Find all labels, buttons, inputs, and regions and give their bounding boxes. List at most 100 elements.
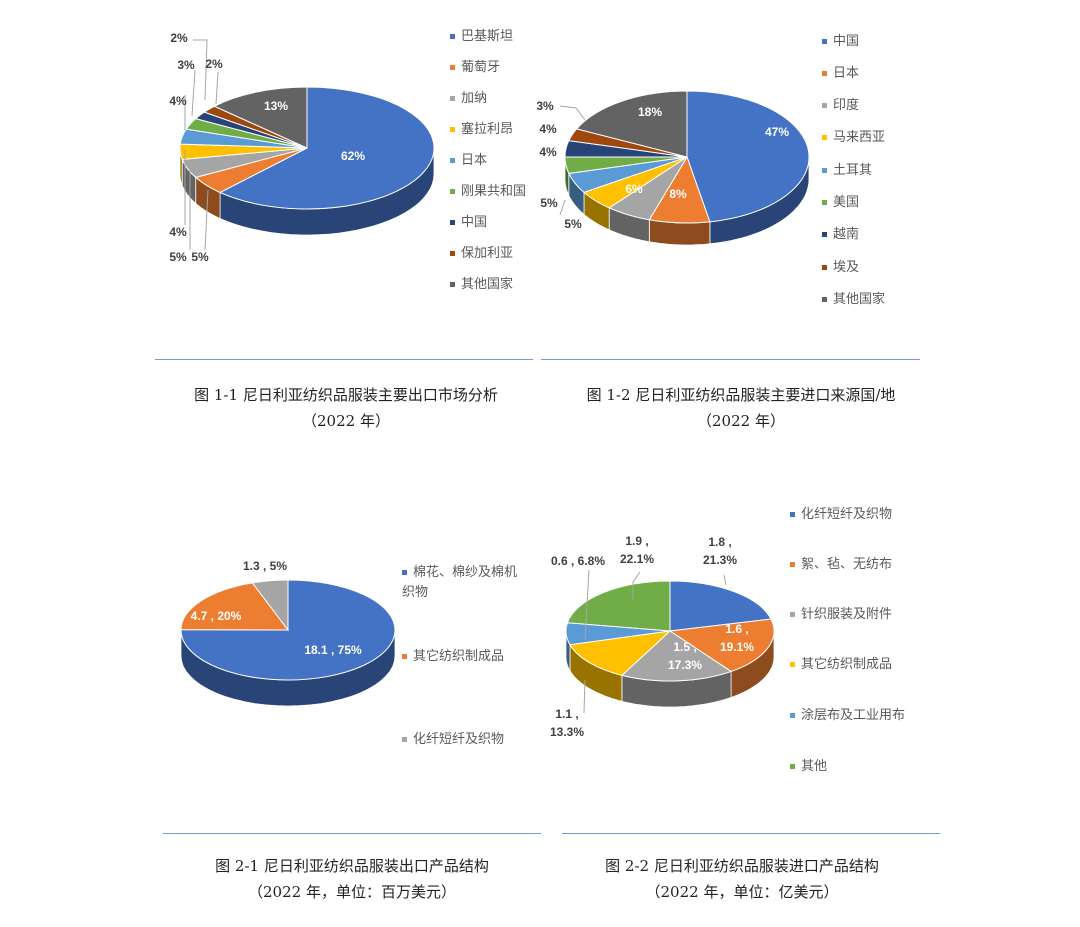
legend-swatch-icon xyxy=(450,96,455,101)
legend-label: 印度 xyxy=(833,98,860,113)
legend-swatch-icon xyxy=(450,127,455,132)
legend-swatch-icon xyxy=(450,282,455,287)
data-label: 5% xyxy=(540,196,558,210)
data-label: 0.6 , 6.8% xyxy=(551,554,605,568)
legend-swatch-icon xyxy=(450,251,455,256)
leader-line xyxy=(215,71,219,105)
caption-title: 图 2-2 尼日利亚纺织品服装进口产品结构 xyxy=(605,857,879,875)
caption-subtitle: （2022 年） xyxy=(697,412,785,430)
leader-line xyxy=(559,105,586,121)
legend-swatch-icon xyxy=(450,220,455,225)
data-label: 4% xyxy=(169,225,187,239)
data-label: 1.9 , 22.1% xyxy=(620,534,654,566)
legend-item: 日本 xyxy=(450,151,487,171)
legend-label: 其它纺织制成品 xyxy=(801,657,893,672)
caption-title: 图 1-1 尼日利亚纺织品服装主要出口市场分析 xyxy=(194,386,498,404)
leader-line xyxy=(723,574,727,586)
caption-title: 图 1-2 尼日利亚纺织品服装主要进口来源国/地 xyxy=(586,386,896,404)
figure-caption-2-2: 图 2-2 尼日利亚纺织品服装进口产品结构 （2022 年，单位：亿美元） xyxy=(542,853,942,905)
legend-item: 其他国家 xyxy=(822,290,885,310)
legend-swatch-icon xyxy=(450,34,455,39)
legend-item: 刚果共和国 xyxy=(450,182,526,202)
data-label: 2% xyxy=(205,57,223,71)
data-label: 4% xyxy=(539,145,557,159)
legend-label: 涂层布及工业用布 xyxy=(801,708,906,723)
legend-label: 马来西亚 xyxy=(833,130,886,145)
legend-swatch-icon xyxy=(402,570,407,575)
divider-rule xyxy=(562,833,940,834)
legend-label: 日本 xyxy=(833,66,860,81)
legend-label: 葡萄牙 xyxy=(461,60,501,75)
data-label: 47% xyxy=(765,125,789,139)
pie-chart-2: 47% 8% 6% 5% 5% 4% 4% 3% 18% xyxy=(536,90,810,246)
divider-rule xyxy=(541,359,920,360)
legend-label: 中国 xyxy=(461,215,488,230)
legend-swatch-icon xyxy=(450,158,455,163)
caption-title: 图 2-1 尼日利亚纺织品服装出口产品结构 xyxy=(215,857,489,875)
legend-swatch-icon xyxy=(790,764,795,769)
pie-chart-1: 62% 5% 5% 4% 4% 3% 2% 2% 13% xyxy=(169,31,435,264)
legend-label: 塞拉利昂 xyxy=(461,122,514,137)
pie-slice-其它纺织制成品 xyxy=(569,630,672,676)
data-label: 8% xyxy=(669,187,687,201)
pie-slice-其他 xyxy=(566,580,671,632)
legend-label: 絮、毡、无纺布 xyxy=(801,557,893,572)
legend-label: 刚果共和国 xyxy=(461,184,527,199)
legend-swatch-icon xyxy=(450,189,455,194)
legend-item: 中国 xyxy=(822,32,859,52)
legend-item: 其他国家 xyxy=(450,275,513,295)
divider-rule xyxy=(155,359,533,360)
leader-line xyxy=(193,39,208,101)
legend-swatch-icon xyxy=(790,512,795,517)
data-label: 1.1 , 13.3% xyxy=(550,707,584,739)
legend-label: 化纤短纤及织物 xyxy=(801,507,893,522)
caption-subtitle: （2022 年，单位：百万美元） xyxy=(248,883,456,901)
legend-item: 越南 xyxy=(822,225,859,245)
legend-swatch-icon xyxy=(822,265,827,270)
pie-slice-side xyxy=(648,219,711,246)
legend-item: 巴基斯坦 xyxy=(450,27,513,47)
legend-item: 保加利亚 xyxy=(450,244,513,264)
leader-line xyxy=(204,189,209,251)
legend-item: 涂层布及工业用布 xyxy=(790,706,905,726)
legend-label: 其他 xyxy=(801,759,828,774)
data-label: 18.1 , 75% xyxy=(304,643,362,657)
leader-line xyxy=(632,571,641,600)
pie-slice-其他国家 xyxy=(213,86,308,149)
pie-slice-中国 xyxy=(686,90,810,223)
legend-item: 化纤短纤及织物 xyxy=(790,505,905,525)
data-label: 6% xyxy=(625,182,643,196)
data-label: 13% xyxy=(264,99,288,113)
legend-label: 美国 xyxy=(833,195,860,210)
legend-label: 棉花、棉纱及棉机织物 xyxy=(402,565,518,600)
leader-line xyxy=(584,569,590,641)
pie-slice-棉花、棉纱及棉机织物 xyxy=(180,579,396,681)
legend-swatch-icon xyxy=(790,662,795,667)
legend-swatch-icon xyxy=(822,168,827,173)
pie-chart-4: 1.8 , 21.3% 1.6 , 19.1% 1.5 , 17.3% 1.1 , 13.3%… xyxy=(550,534,775,739)
legend-label: 化纤短纤及织物 xyxy=(413,732,505,747)
pie-slice-巴基斯坦 xyxy=(218,86,435,210)
data-label: 4% xyxy=(539,122,557,136)
legend-label: 越南 xyxy=(833,227,860,242)
data-label: 1.6 , 19.1% xyxy=(720,622,754,654)
leader-line xyxy=(559,199,566,216)
legend-label: 针织服装及附件 xyxy=(801,607,893,622)
leader-line xyxy=(583,679,586,714)
legend-item: 中国 xyxy=(450,213,487,233)
legend-item: 针织服装及附件 xyxy=(790,605,905,625)
legend-label: 日本 xyxy=(461,153,488,168)
data-label: 18% xyxy=(638,105,662,119)
data-label: 3% xyxy=(177,58,195,72)
figure-caption-1-2: 图 1-2 尼日利亚纺织品服装主要进口来源国/地 （2022 年） xyxy=(541,382,941,434)
leader-line xyxy=(191,69,196,117)
legend-label: 其它纺织制成品 xyxy=(413,649,505,664)
legend-swatch-icon xyxy=(822,297,827,302)
legend-item: 棉花、棉纱及棉机织物 xyxy=(402,563,522,603)
pie-slice-其他国家 xyxy=(575,90,688,158)
caption-subtitle: （2022 年） xyxy=(302,412,390,430)
legend-item: 美国 xyxy=(822,193,859,213)
pie-slice-针织服装及附件 xyxy=(620,630,733,682)
data-label: 62% xyxy=(341,149,365,163)
